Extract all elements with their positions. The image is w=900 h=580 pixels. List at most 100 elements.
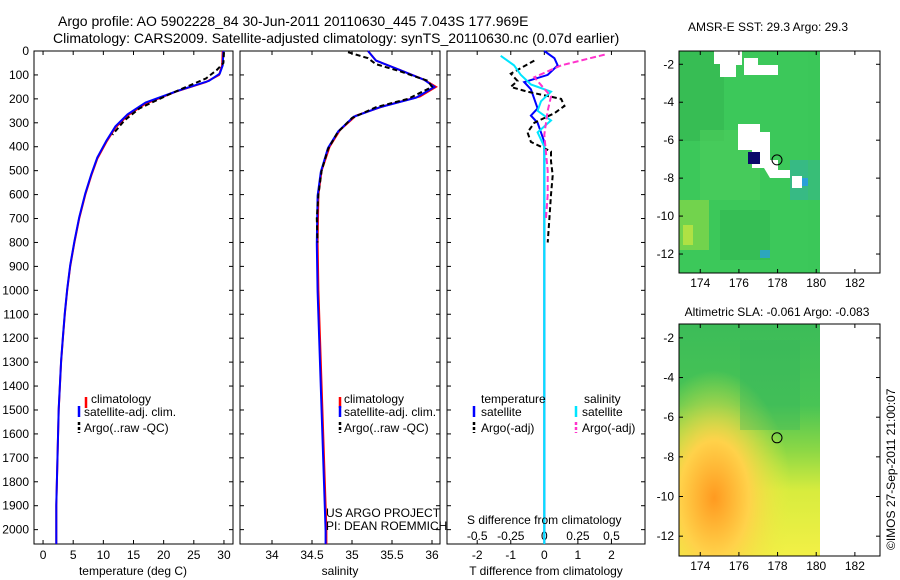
map-x-tick-label: 180	[806, 559, 826, 573]
y-tick-label: 700	[9, 212, 29, 226]
temperature-legend: climatology satellite-adj. clim. Argo(..…	[77, 392, 176, 435]
figure-title-line1: Argo profile: AO 5902228_84 30-Jun-2011 …	[58, 13, 528, 29]
x-tick-label: 1	[575, 548, 582, 562]
map-x-tick-label: 178	[768, 559, 788, 573]
sst-map-frame	[678, 50, 881, 274]
map-y-tick-label: -6	[663, 133, 674, 147]
sla-map-frame	[678, 323, 881, 557]
legend-label-argo: Argo(..raw -QC)	[344, 421, 429, 435]
salinity-axis-label: salinity	[322, 564, 359, 578]
y-tick-label: 200	[9, 92, 29, 106]
y-tick-label: 0	[22, 44, 29, 58]
legend-label-t-argo: Argo(-adj)	[481, 421, 534, 435]
series-line-argo-adj-	[508, 59, 566, 243]
sla-float-marker	[771, 432, 783, 444]
s-tick-label: -0.25	[497, 529, 525, 543]
map-x-tick-label: 176	[729, 276, 749, 290]
legend-label-argo: Argo(..raw -QC)	[84, 421, 169, 435]
map-x-tick-label: 180	[806, 276, 826, 290]
map-y-tick-label: -2	[663, 331, 674, 345]
map-y-tick-label: -12	[657, 247, 675, 261]
legend-label-s-argo: Argo(-adj)	[582, 421, 635, 435]
s-tick-label: 0.5	[603, 529, 620, 543]
difference-legend: temperature salinity satellite Argo(-adj…	[472, 392, 635, 435]
s-tick-label: 0.25	[566, 529, 590, 543]
imos-timestamp-label: ©IMOS 27-Sep-2011 21:00:07	[884, 388, 898, 550]
s-tick-label: -0.5	[467, 529, 488, 543]
map-x-tick-label: 182	[845, 559, 865, 573]
series-line-satellite-adj-clim-	[55, 50, 225, 544]
y-tick-label: 1400	[2, 379, 29, 393]
figure-title-line2: Climatology: CARS2009. Satellite-adjuste…	[53, 30, 619, 46]
x-tick-label: 35.5	[380, 548, 404, 562]
map-y-tick-label: -10	[657, 490, 675, 504]
y-tick-label: 400	[9, 140, 29, 154]
y-tick-label: 1800	[2, 475, 29, 489]
y-tick-label: 1200	[2, 331, 29, 345]
t-difference-axis-label: T difference from climatology	[469, 564, 623, 578]
y-tick-label: 1300	[2, 355, 29, 369]
sst-cold-pixel	[748, 152, 760, 164]
legend-title-temperature: temperature	[481, 392, 546, 406]
x-tick-label: 15	[127, 548, 141, 562]
credit-pi: PI: DEAN ROEMMICH	[326, 519, 447, 533]
series-line-argo-adj-	[532, 53, 605, 219]
map-x-tick-label: 178	[768, 276, 788, 290]
y-tick-label: 1600	[2, 427, 29, 441]
sla-map-title: Altimetric SLA: -0.061 Argo: -0.083	[685, 305, 870, 319]
salinity-plot: 34 34.5 35 35.5 36	[240, 50, 440, 562]
map-y-tick-label: -4	[663, 371, 674, 385]
y-tick-label: 1700	[2, 451, 29, 465]
map-y-tick-label: -8	[663, 450, 674, 464]
sla-high-anomaly	[679, 324, 820, 556]
y-tick-label: 1500	[2, 403, 29, 417]
sst-float-marker	[771, 154, 783, 166]
temperature-panel-frame	[33, 50, 234, 545]
temperature-plot: 0 5 10 15 20 25 300100200300400500600700800900…	[2, 44, 233, 562]
map-y-tick-label: -12	[657, 529, 675, 543]
x-tick-label: -1	[505, 548, 516, 562]
y-tick-label: 600	[9, 188, 29, 202]
x-tick-label: 0	[541, 548, 548, 562]
credit-project: US ARGO PROJECT	[326, 506, 441, 520]
legend-label-climatology: climatology	[91, 392, 151, 406]
legend-label-t-satellite: satellite	[481, 405, 522, 419]
x-tick-label: -2	[472, 548, 483, 562]
s-difference-axis-title: S difference from climatology	[467, 513, 622, 527]
y-tick-label: 1100	[3, 307, 29, 321]
map-y-tick-label: -6	[663, 410, 674, 424]
series-line-climatology	[316, 50, 438, 544]
legend-title-salinity: salinity	[584, 392, 621, 406]
x-tick-label: 5	[70, 548, 77, 562]
difference-plot: -2 -1 0 1 2-0.5 -0.25 0 0.25 0.5	[447, 50, 645, 562]
map-y-tick-label: -8	[663, 171, 674, 185]
series-line-argo-raw-qc-	[111, 52, 225, 136]
sst-map-title: AMSR-E SST: 29.3 Argo: 29.3	[688, 20, 848, 34]
x-tick-label: 2	[608, 548, 615, 562]
map-x-tick-label: 174	[690, 276, 710, 290]
x-tick-label: 10	[97, 548, 111, 562]
y-tick-label: 1900	[2, 499, 29, 513]
map-x-tick-label: 176	[729, 559, 749, 573]
series-line-argo-raw-qc-	[315, 51, 434, 243]
sst-nodata-patch	[714, 51, 742, 77]
x-tick-label: 25	[187, 548, 201, 562]
series-line-climatology	[55, 50, 224, 544]
y-tick-label: 900	[9, 259, 29, 273]
sla-map: Altimetric SLA: -0.061 Argo: -0.083 174 1…	[657, 305, 881, 573]
y-tick-label: 300	[9, 116, 29, 130]
map-y-tick-label: -10	[657, 209, 675, 223]
y-tick-label: 1000	[2, 283, 29, 297]
map-y-tick-label: -2	[663, 57, 674, 71]
x-tick-label: 36	[425, 548, 439, 562]
legend-label-satellite: satellite-adj. clim.	[344, 405, 436, 419]
series-line-satellite-adj-clim-	[315, 50, 437, 544]
x-tick-label: 20	[157, 548, 171, 562]
temperature-axis-label: temperature (deg C)	[79, 564, 187, 578]
series-line-satellite	[500, 54, 553, 544]
y-tick-label: 500	[9, 164, 29, 178]
sst-map: AMSR-E SST: 29.3 Argo: 29.3 174 176 178 180…	[657, 20, 881, 290]
map-y-tick-label: -4	[663, 95, 674, 109]
x-tick-label: 35	[345, 548, 359, 562]
